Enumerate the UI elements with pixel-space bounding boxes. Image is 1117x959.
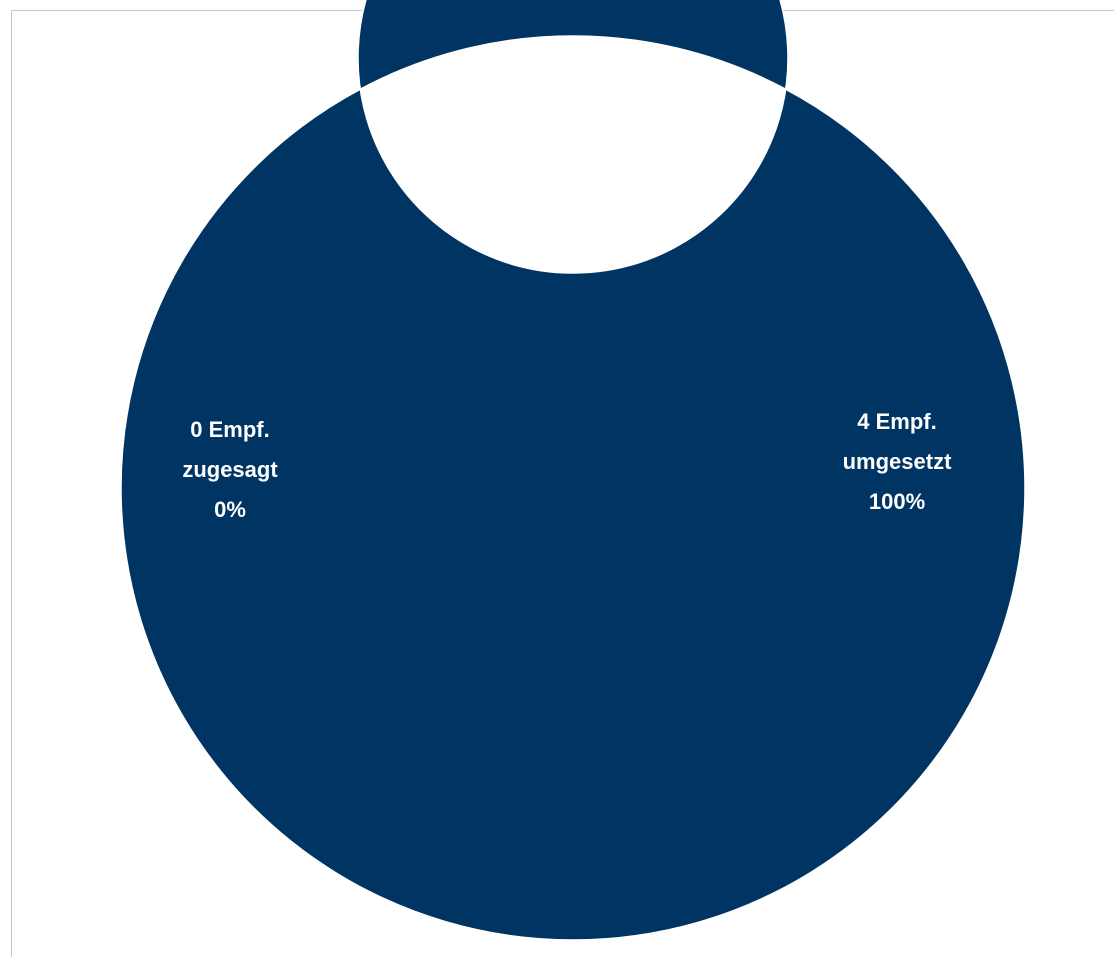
data-label-line: 4 Empf.: [857, 409, 936, 434]
data-label-line: offen: [541, 127, 595, 152]
data-label-line: 0 Empf.: [190, 417, 269, 442]
data-label-line: umgesetzt: [843, 449, 952, 474]
data-label-offen: 0 Empf. offen 0%: [528, 87, 607, 192]
data-label-line: 0%: [214, 497, 246, 522]
data-label-line: zugesagt: [182, 457, 278, 482]
labels-layer: 0 Empf. offen 0% 4 Empf. umgesetzt 100% 0 Empf…: [182, 87, 952, 522]
slices-layer: [120, 0, 1026, 941]
data-label-zugesagt: 0 Empf. zugesagt 0%: [182, 417, 278, 522]
data-label-umgesetzt: 4 Empf. umgesetzt 100%: [843, 409, 952, 514]
data-label-line: 0 Empf.: [528, 87, 607, 112]
slice-umgesetzt: [120, 0, 1026, 941]
data-label-line: 0%: [552, 167, 584, 192]
data-label-line: 100%: [869, 489, 925, 514]
